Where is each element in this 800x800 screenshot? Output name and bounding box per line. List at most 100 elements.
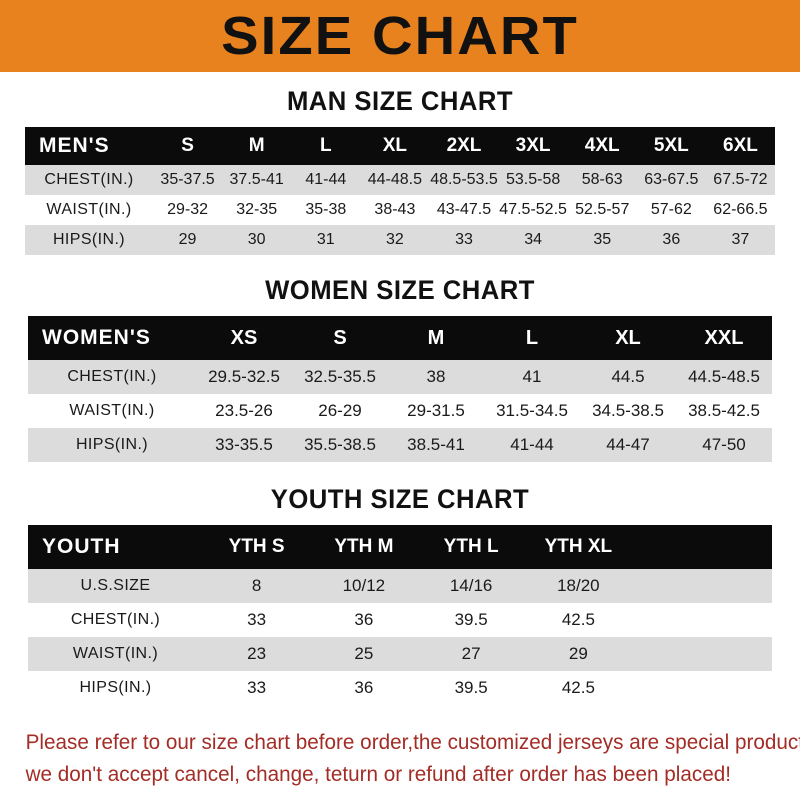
- men-cell: 44-48.5: [367, 171, 423, 188]
- youth-spacer-cell: [632, 603, 772, 637]
- men-col-header: 6XL: [723, 135, 758, 156]
- men-cell: 43-47.5: [436, 201, 492, 218]
- men-cell: 41-44: [305, 171, 347, 188]
- youth-cell: 39.5: [454, 678, 488, 697]
- women-row-label: CHEST(IN.): [67, 368, 157, 385]
- youth-cell: 23: [247, 644, 267, 663]
- table-row: HIPS(IN.) 33-35.5 35.5-38.5 38.5-41 41-4…: [28, 428, 772, 462]
- youth-cell: 29: [568, 644, 588, 663]
- men-cell: 47.5-52.5: [499, 201, 567, 218]
- page-title: SIZE CHART: [221, 6, 579, 66]
- youth-col-header: YTH L: [443, 536, 499, 557]
- women-cell: 29.5-32.5: [208, 367, 280, 386]
- youth-cell: 33: [247, 678, 267, 697]
- youth-row-label: HIPS(IN.): [79, 679, 152, 696]
- youth-size-table: YOUTH YTH S YTH M YTH L YTH XL U.S.SIZE …: [28, 525, 772, 705]
- table-header-row: YOUTH YTH S YTH M YTH L YTH XL: [28, 525, 772, 569]
- women-col-header: L: [525, 326, 539, 349]
- men-col-header: M: [248, 135, 265, 156]
- men-cell: 31: [316, 231, 335, 248]
- men-row-label: CHEST(IN.): [44, 171, 134, 188]
- men-cell: 32: [385, 231, 404, 248]
- men-col-header: L: [319, 135, 332, 156]
- youth-cell: 27: [461, 644, 481, 663]
- men-corner-label: MEN'S: [39, 134, 110, 157]
- table-row: WAIST(IN.) 29-32 32-35 35-38 38-43 43-47…: [25, 195, 775, 225]
- women-col-header: XS: [230, 326, 258, 349]
- men-row-label: WAIST(IN.): [46, 201, 132, 218]
- women-cell: 34.5-38.5: [592, 401, 664, 420]
- women-size-table: WOMEN'S XS S M L XL XXL CHEST(IN.) 29.5-…: [28, 316, 772, 462]
- men-cell: 52.5-57: [575, 201, 630, 218]
- table-row: WAIST(IN.) 23.5-26 26-29 29-31.5 31.5-34…: [28, 394, 772, 428]
- youth-spacer-cell: [632, 671, 772, 705]
- men-cell: 35-38: [305, 201, 347, 218]
- table-header-row: WOMEN'S XS S M L XL XXL: [28, 316, 772, 360]
- table-row: HIPS(IN.) 29 30 31 32 33 34 35 36 37: [25, 225, 775, 255]
- men-cell: 29: [178, 231, 197, 248]
- men-cell: 36: [662, 231, 681, 248]
- men-cell: 63-67.5: [644, 171, 699, 188]
- women-row-label: HIPS(IN.): [75, 436, 149, 453]
- men-row-label: HIPS(IN.): [52, 231, 126, 248]
- page-header-banner: SIZE CHART: [0, 0, 800, 72]
- men-col-header: 3XL: [515, 135, 551, 156]
- women-cell: 38.5-41: [407, 435, 465, 454]
- footer-line-1: Please refer to our size chart before or…: [25, 730, 800, 754]
- footer-disclaimer: Please refer to our size chart before or…: [0, 727, 800, 792]
- youth-row-label: CHEST(IN.): [70, 611, 161, 628]
- women-cell: 44.5-48.5: [688, 367, 760, 386]
- men-col-header: XL: [382, 135, 408, 156]
- women-col-header: S: [333, 326, 347, 349]
- youth-cell: 39.5: [454, 610, 488, 629]
- youth-cell: 42.5: [561, 678, 595, 697]
- youth-spacer-cell: [632, 569, 772, 603]
- men-cell: 53.5-58: [505, 171, 561, 188]
- men-cell: 34: [524, 231, 542, 248]
- table-header-row: MEN'S S M L XL 2XL 3XL 4XL 5XL 6XL: [25, 127, 775, 165]
- men-cell: 32-35: [236, 201, 278, 218]
- youth-row-label: U.S.SIZE: [80, 577, 151, 594]
- men-cell: 30: [247, 231, 266, 248]
- women-cell: 41-44: [510, 435, 554, 454]
- women-cell: 32.5-35.5: [304, 367, 376, 386]
- men-cell: 37: [731, 231, 750, 248]
- footer-line-2: we don't accept cancel, change, teturn o…: [25, 763, 732, 787]
- table-row: CHEST(IN.) 35-37.5 37.5-41 41-44 44-48.5…: [25, 165, 775, 195]
- women-col-header: XXL: [704, 326, 744, 349]
- women-cell: 41: [522, 367, 542, 386]
- youth-col-header: YTH M: [334, 536, 394, 557]
- women-row-label: WAIST(IN.): [69, 402, 155, 419]
- men-cell: 37.5-41: [229, 171, 284, 188]
- women-cell: 38: [426, 367, 446, 386]
- section-title-man: MAN SIZE CHART: [286, 86, 514, 116]
- women-cell: 44.5: [611, 367, 645, 386]
- women-cell: 29-31.5: [407, 401, 465, 420]
- table-row: CHEST(IN.) 33 36 39.5 42.5: [28, 603, 772, 637]
- men-cell: 67.5-72: [713, 171, 768, 188]
- women-cell: 47-50: [702, 435, 746, 454]
- youth-cell: 18/20: [557, 576, 600, 595]
- youth-cell: 14/16: [449, 576, 493, 595]
- men-cell: 57-62: [650, 201, 692, 218]
- men-cell: 62-66.5: [713, 201, 768, 218]
- men-cell: 35-37.5: [160, 171, 215, 188]
- section-title-women: WOMEN SIZE CHART: [265, 275, 535, 305]
- women-col-header: M: [427, 326, 445, 349]
- women-cell: 35.5-38.5: [304, 435, 376, 454]
- youth-corner-label: YOUTH: [42, 535, 121, 558]
- youth-col-header: YTH S: [228, 536, 285, 557]
- women-cell: 38.5-42.5: [688, 401, 760, 420]
- youth-cell: 36: [354, 610, 374, 629]
- youth-cell: 10/12: [342, 576, 386, 595]
- youth-cell: 25: [354, 644, 374, 663]
- section-title-youth: YOUTH SIZE CHART: [270, 484, 530, 514]
- men-cell: 38-43: [374, 201, 416, 218]
- youth-spacer-header: [632, 525, 772, 569]
- table-row: HIPS(IN.) 33 36 39.5 42.5: [28, 671, 772, 705]
- women-cell: 33-35.5: [215, 435, 273, 454]
- table-row: U.S.SIZE 8 10/12 14/16 18/20: [28, 569, 772, 603]
- women-cell: 23.5-26: [215, 401, 273, 420]
- youth-cell: 36: [354, 678, 374, 697]
- youth-spacer-cell: [632, 637, 772, 671]
